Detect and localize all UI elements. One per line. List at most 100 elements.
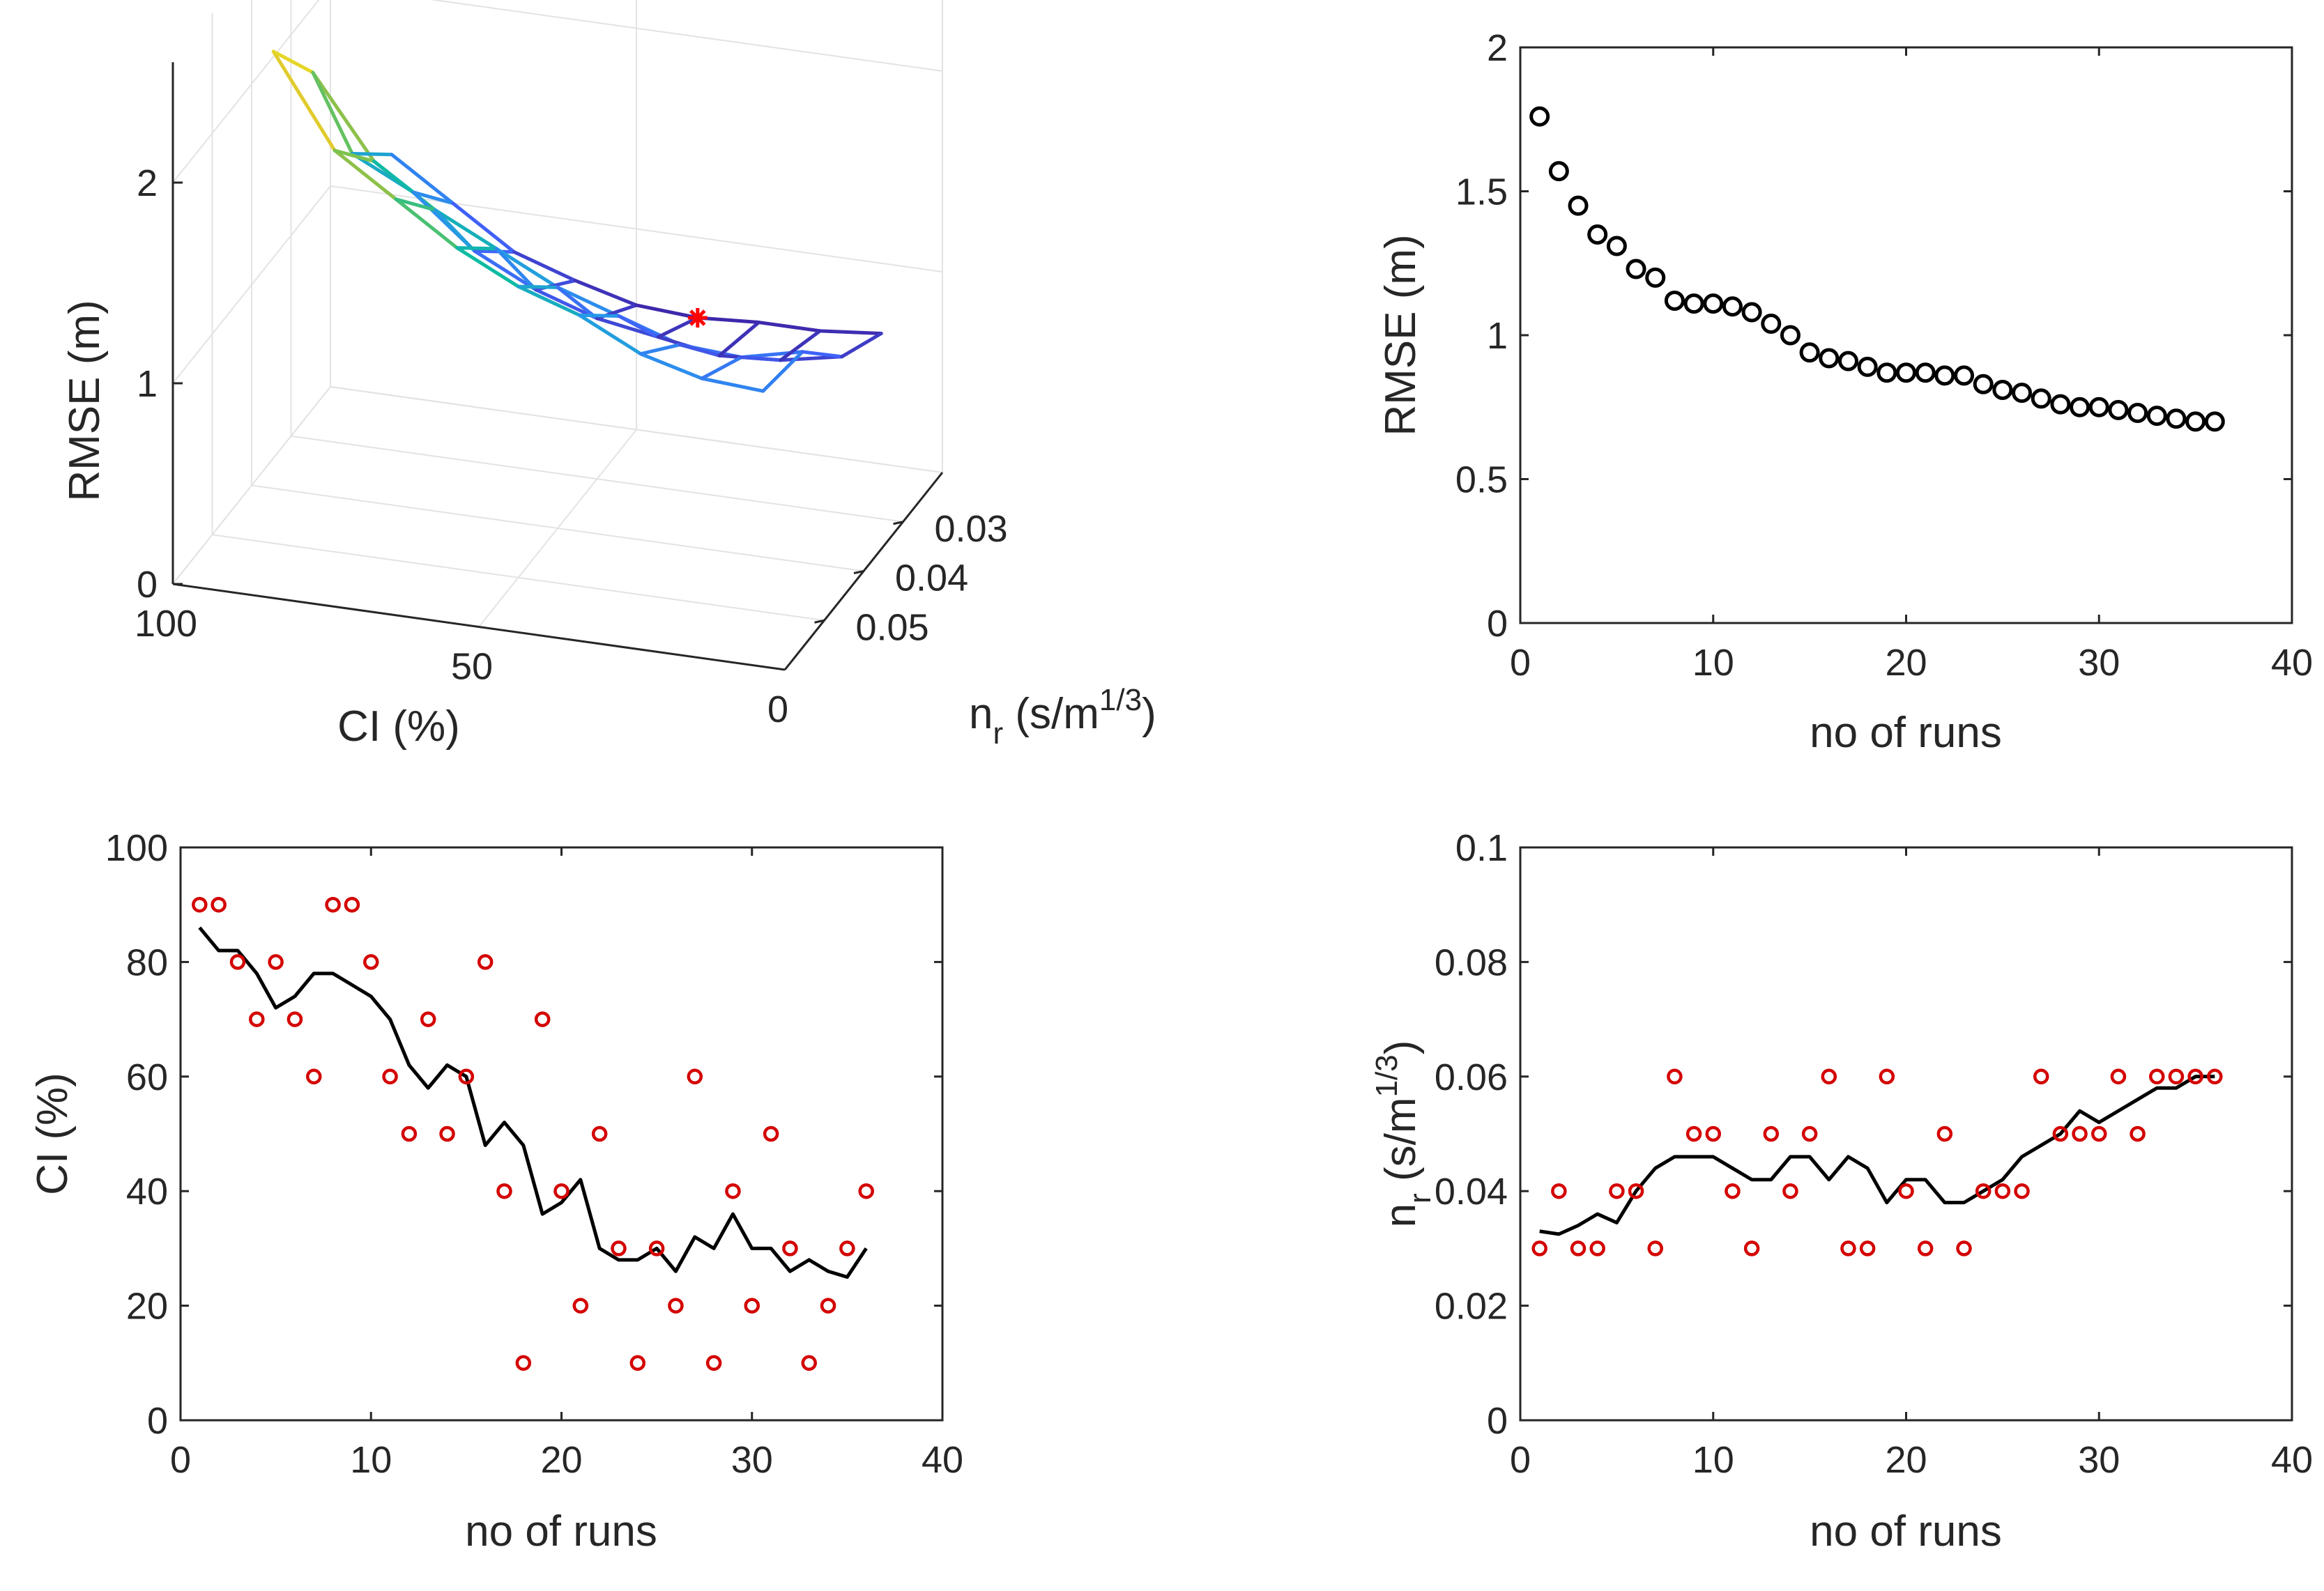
mesh-edge: [311, 70, 354, 155]
rmse-runs-point: [2146, 406, 2167, 426]
minimum-marker-stroke: [689, 309, 706, 326]
mesh-edge: [556, 285, 599, 321]
surface-xtick-label: 100: [135, 603, 197, 645]
nr-runs-point: [1743, 1240, 1760, 1256]
nr-runs-point: [2187, 1068, 2203, 1085]
rmse-runs-point: [1529, 106, 1550, 127]
surface-zlabel: RMSE (m): [61, 300, 109, 501]
ci-runs-point: [705, 1355, 722, 1371]
mesh-edge: [761, 350, 804, 393]
mesh-edge: [700, 355, 743, 381]
nr-runs-line: [1539, 1075, 2215, 1236]
sidewall-gridline-horizontal: [172, 0, 320, 183]
rmse-runs-point: [2012, 383, 2033, 403]
rmse-runs-xtick-label: 20: [1885, 642, 1927, 684]
nr-runs-point: [1821, 1068, 1837, 1085]
surface-plot-mesh: [271, 49, 883, 393]
rmse-runs-point: [1857, 356, 1878, 377]
rmse-runs-ylabel: RMSE (m): [1377, 234, 1425, 436]
surface-plot-panel: 0 1 2 100 50 0 0.03 0.04 0.05 RMSE (m) CI (%) nr…: [61, 0, 1156, 751]
nr-runs-point: [1782, 1183, 1798, 1199]
ci-runs-point: [268, 954, 284, 970]
ci-runs-point: [306, 1068, 322, 1085]
ci-runs-ylabel: CI (%): [29, 1073, 77, 1195]
surface-ytick-mark: [893, 521, 903, 525]
nr-runs-ytick-label: 0.08: [1435, 941, 1508, 983]
rmse-runs-point: [1568, 195, 1589, 216]
surface-ytick-label: 0.04: [895, 558, 968, 599]
ci-runs-point: [534, 1011, 551, 1027]
ci-runs-point: [591, 1125, 608, 1142]
ci-runs-point: [382, 1068, 398, 1085]
nr-runs-point: [1667, 1068, 1683, 1085]
rmse-runs-point: [2185, 411, 2206, 432]
rmse-runs-point: [1703, 293, 1724, 314]
rmse-runs-point: [2108, 399, 2129, 420]
rmse-runs-point: [2070, 397, 2090, 417]
surface-plot-ticks: 0 1 2 100 50 0 0.03 0.04 0.05: [135, 162, 1008, 730]
rmse-runs-point: [1954, 365, 1975, 386]
nr-runs-point: [1898, 1183, 1914, 1199]
nr-runs-point: [1956, 1240, 1972, 1256]
rmse-runs-ytick-label: 0.5: [1455, 459, 1508, 501]
nr-runs-ytick-label: 0.02: [1435, 1286, 1508, 1328]
mesh-edge: [455, 246, 498, 251]
floor-gridline-n: [251, 484, 864, 572]
rmse-runs-point: [1780, 325, 1801, 346]
ci-runs-point: [725, 1183, 741, 1199]
ci-runs-point: [401, 1125, 418, 1142]
mesh-edge: [311, 70, 376, 163]
mesh-edge: [577, 313, 643, 356]
nr-runs-ytick-label: 0.04: [1435, 1171, 1508, 1213]
surface-xtick-label: 50: [451, 646, 493, 688]
mesh-edge: [556, 285, 621, 318]
ci-axis-line: [172, 583, 786, 671]
ci-runs-ytick-label: 100: [105, 827, 168, 869]
ci-runs-point: [420, 1011, 436, 1027]
nr-runs-xtick-label: 0: [1510, 1439, 1531, 1481]
ci-runs-point: [782, 1240, 798, 1256]
nr-runs-point: [2168, 1068, 2185, 1085]
nr-runs-point: [1647, 1240, 1663, 1256]
ci-runs-markers: [192, 896, 874, 1371]
ci-runs-point: [344, 896, 360, 913]
mesh-edge: [818, 329, 883, 335]
ci-runs-xtick-label: 0: [170, 1439, 191, 1481]
ci-runs-xlabel: no of runs: [465, 1507, 657, 1555]
mesh-edge: [390, 153, 455, 206]
rmse-runs-axes-box: [1519, 46, 2293, 624]
rmse-runs-point: [2166, 408, 2187, 429]
nr-runs-panel: 0 10 20 30 40 0 0.02 0.04 0.06 0.08 0.1 no of runs…: [1370, 827, 2313, 1555]
surface-ztick-label: 1: [137, 363, 158, 405]
ci-runs-line: [198, 926, 868, 1279]
mesh-edge: [411, 190, 455, 206]
ci-runs-point: [801, 1355, 817, 1371]
nr-runs-point: [1551, 1183, 1567, 1199]
rmse-runs-point: [1587, 224, 1608, 245]
nr-runs-point: [1801, 1125, 1818, 1142]
mesh-edge: [451, 201, 516, 254]
nr-runs-ylabel-unit: (s/m: [1377, 1097, 1425, 1193]
nr-runs-ylabel: nr (s/m1/3): [1370, 1040, 1437, 1228]
rmse-runs-point: [2127, 403, 2148, 424]
nr-runs-point: [1609, 1183, 1625, 1199]
rmse-runs-ytick-label: 1.5: [1455, 171, 1508, 213]
rmse-runs-panel: 0 10 20 30 40 0 0.5 1 1.5 2 no of runs RMSE (m): [1377, 27, 2313, 757]
ci-runs-ticks: 0 10 20 30 40 0 20 40 60 80 100: [105, 827, 963, 1481]
ci-runs-point: [687, 1068, 703, 1085]
rmse-runs-ticks: 0 10 20 30 40 0 0.5 1 1.5 2: [1455, 27, 2313, 684]
ci-runs-point: [496, 1183, 512, 1199]
surface-plot-axes: [171, 62, 944, 671]
mesh-edge: [678, 343, 721, 358]
mesh-edge: [634, 303, 700, 320]
mesh-edge: [350, 151, 394, 157]
rmse-runs-point: [1722, 296, 1743, 317]
nr-runs-axes-box: [1519, 846, 2293, 1422]
nr-runs-point: [1685, 1125, 1702, 1142]
nr-runs-point: [1936, 1125, 1953, 1142]
ci-runs-xtick-label: 40: [922, 1439, 963, 1481]
nr-runs-point: [2014, 1183, 2030, 1199]
rmse-runs-point: [1664, 290, 1685, 311]
ci-runs-point: [211, 896, 227, 913]
nr-runs-ytick-label: 0.06: [1435, 1056, 1508, 1098]
